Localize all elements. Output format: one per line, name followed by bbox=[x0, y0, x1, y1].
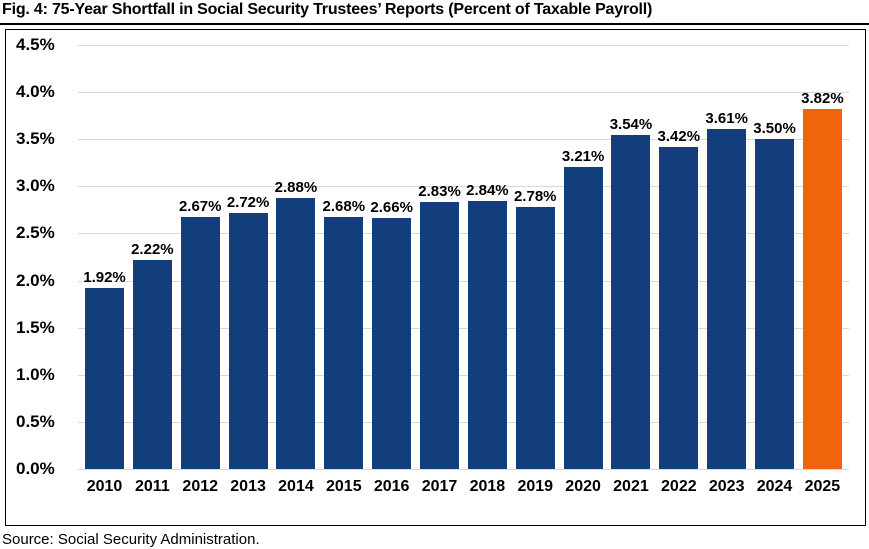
y-axis-tick-label: 1.5% bbox=[16, 317, 55, 337]
bar-column: 2.88% 2014 bbox=[274, 45, 318, 495]
bar-value-label: 2.66% bbox=[370, 199, 413, 217]
bar-value-label: 3.61% bbox=[705, 109, 748, 127]
bars: 1.92% 2010 2.22% 2011 2.67% 2012 2.72% 2013 2.88… bbox=[78, 45, 849, 496]
gridline bbox=[78, 45, 849, 46]
x-axis-tick-label: 2012 bbox=[182, 478, 219, 495]
gridline bbox=[78, 139, 849, 141]
gridline bbox=[78, 280, 849, 282]
gridline bbox=[78, 327, 849, 329]
x-axis-tick-label: 2016 bbox=[373, 478, 410, 495]
x-axis-tick-label: 2022 bbox=[661, 478, 697, 495]
bar-column: 3.50% 2024 bbox=[753, 45, 796, 495]
bar bbox=[515, 207, 555, 469]
bar-value-label: 1.92% bbox=[83, 269, 126, 287]
x-axis-tick-label: 2024 bbox=[756, 478, 793, 495]
bar-column: 3.82% 2025 bbox=[801, 45, 844, 495]
bar bbox=[85, 288, 124, 469]
bar-column: 2.68% 2015 bbox=[322, 45, 366, 496]
bar-column: 1.92% 2010 bbox=[83, 45, 126, 495]
plot-area: 1.92% 2010 2.22% 2011 2.67% 2012 2.72% 2013 2.88… bbox=[78, 45, 849, 496]
bar-value-label: 2.78% bbox=[513, 188, 557, 206]
bar bbox=[420, 202, 460, 469]
x-axis-tick-label: 2013 bbox=[230, 478, 266, 495]
gridline bbox=[78, 92, 849, 94]
chart-area: 0.0% 0.5% 1.0% 1.5% 2.0% 2.5% 3.0% 3.5% 4.0% 4.5%… bbox=[5, 29, 866, 526]
y-axis-labels: 0.0% 0.5% 1.0% 1.5% 2.0% 2.5% 3.0% 3.5% 4.0% 4.5% bbox=[16, 35, 74, 478]
bar-column: 3.61% 2023 bbox=[705, 45, 748, 495]
y-axis-tick-label: 3.5% bbox=[16, 129, 55, 149]
bar bbox=[755, 139, 795, 469]
y-axis-tick-label: 2.0% bbox=[16, 270, 55, 290]
bar-column: 2.22% 2011 bbox=[131, 45, 174, 495]
gridline bbox=[78, 186, 849, 188]
x-axis-tick-label: 2018 bbox=[469, 478, 506, 495]
bar-value-label: 2.84% bbox=[466, 182, 509, 200]
bar-value-label: 3.82% bbox=[801, 90, 844, 108]
bar-column: 3.21% 2020 bbox=[561, 45, 605, 495]
bar-column: 2.83% 2017 bbox=[418, 45, 461, 495]
bar bbox=[467, 201, 507, 469]
bar bbox=[324, 216, 364, 469]
x-axis-tick-label: 2014 bbox=[278, 478, 314, 495]
source-note: Source: Social Security Administration. bbox=[2, 531, 260, 548]
bar bbox=[372, 218, 412, 469]
x-axis-tick-label: 2025 bbox=[804, 478, 841, 495]
bar-column: 2.78% 2019 bbox=[513, 45, 557, 495]
bar-value-label: 2.68% bbox=[322, 197, 366, 215]
gridline bbox=[78, 421, 849, 423]
bar bbox=[228, 212, 268, 469]
bar-value-label: 3.50% bbox=[753, 120, 796, 138]
x-axis-tick-label: 2021 bbox=[613, 478, 649, 495]
y-axis-tick-label: 3.0% bbox=[16, 176, 55, 196]
bar-column: 3.42% 2022 bbox=[657, 45, 701, 495]
x-axis-tick-label: 2023 bbox=[708, 478, 745, 495]
bar-column: 3.54% 2021 bbox=[609, 45, 653, 495]
y-axis-tick-label: 1.0% bbox=[16, 364, 55, 384]
x-axis-tick-label: 2020 bbox=[565, 478, 601, 495]
bar bbox=[276, 197, 316, 469]
bar bbox=[707, 128, 747, 469]
figure-title: Fig. 4: 75-Year Shortfall in Social Secu… bbox=[2, 1, 653, 18]
bar-column: 2.67% 2012 bbox=[178, 45, 222, 495]
bar bbox=[180, 217, 220, 469]
bar-value-label: 2.72% bbox=[226, 193, 270, 211]
y-axis-tick-label: 2.5% bbox=[16, 223, 55, 243]
gridline bbox=[78, 233, 849, 235]
bar bbox=[659, 146, 699, 469]
y-axis-tick-label: 0.0% bbox=[16, 459, 55, 478]
x-axis-tick-label: 2019 bbox=[517, 478, 554, 495]
x-axis-tick-label: 2017 bbox=[421, 478, 458, 495]
x-axis-tick-label: 2010 bbox=[86, 478, 123, 495]
title-underline bbox=[0, 23, 869, 25]
bar-value-label: 2.67% bbox=[178, 198, 222, 216]
bar-value-label: 3.21% bbox=[561, 147, 605, 165]
x-axis-tick-label: 2015 bbox=[326, 478, 362, 495]
bar bbox=[563, 166, 603, 469]
bar-column: 2.72% 2013 bbox=[226, 45, 270, 495]
bar-value-label: 2.88% bbox=[274, 178, 318, 196]
bar-value-label: 2.83% bbox=[418, 183, 461, 201]
bar bbox=[802, 109, 842, 469]
bar bbox=[132, 259, 172, 469]
y-axis-tick-label: 0.5% bbox=[16, 411, 55, 431]
gridline bbox=[78, 469, 849, 470]
bar-column: 2.66% 2016 bbox=[370, 45, 413, 495]
x-axis-tick-label: 2011 bbox=[135, 478, 170, 495]
bar-value-label: 2.22% bbox=[131, 240, 174, 258]
bar bbox=[611, 135, 651, 469]
y-axis-tick-label: 4.0% bbox=[16, 82, 55, 102]
y-axis-tick-label: 4.5% bbox=[16, 35, 55, 54]
bar-value-label: 3.54% bbox=[609, 116, 653, 134]
gridline bbox=[78, 374, 849, 376]
bar-value-label: 3.42% bbox=[657, 127, 701, 145]
bar-column: 2.84% 2018 bbox=[466, 45, 509, 495]
